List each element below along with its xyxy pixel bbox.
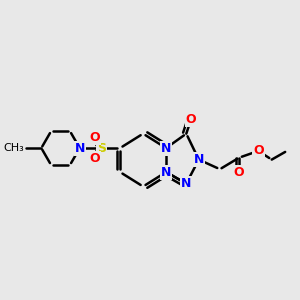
Text: S: S: [97, 142, 106, 154]
Text: N: N: [161, 166, 171, 178]
Text: O: O: [253, 145, 264, 158]
Text: O: O: [186, 113, 196, 126]
Text: N: N: [181, 177, 191, 190]
Text: O: O: [90, 152, 101, 165]
Text: N: N: [161, 142, 171, 154]
Text: N: N: [194, 153, 204, 166]
Text: CH₃: CH₃: [3, 143, 24, 153]
Text: O: O: [234, 166, 244, 178]
Text: N: N: [74, 142, 85, 154]
Text: O: O: [90, 131, 101, 144]
